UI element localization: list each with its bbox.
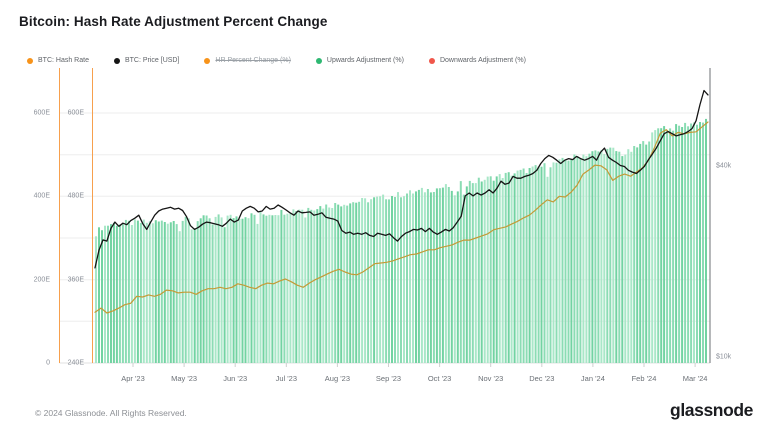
outer-left-axis-tick: 0	[46, 359, 50, 367]
legend-item-downwards-adjustment[interactable]: Downwards Adjustment (%)	[428, 57, 526, 64]
legend-label: BTC: Hash Rate	[38, 57, 89, 64]
bars-upwards-adjustment[interactable]	[95, 118, 707, 364]
legend-item-btc-price-usd[interactable]: BTC: Price [USD]	[113, 57, 180, 64]
outer-left-axis-tick: 600E	[33, 109, 50, 117]
page-title: Bitcoin: Hash Rate Adjustment Percent Ch…	[19, 14, 328, 29]
legend-label: HR Percent Change (%)	[215, 57, 291, 64]
inner-left-axis-tick: 600E	[67, 109, 84, 117]
legend-label: BTC: Price [USD]	[124, 57, 180, 64]
x-axis-month-label: Sep '23	[375, 374, 402, 383]
legend-item-btc-hash-rate[interactable]: BTC: Hash Rate	[27, 57, 89, 64]
inner-left-axis-tick: 480E	[67, 192, 84, 200]
x-axis-month-label: May '23	[171, 374, 198, 383]
chart-legend: BTC: Hash Rate BTC: Price [USD] HR Percent…	[27, 57, 526, 64]
x-axis-month-label: Apr '23	[121, 374, 145, 383]
outer-left-axis-tick: 400E	[33, 192, 50, 200]
legend-color-dot	[27, 57, 33, 64]
legend-label: Downwards Adjustment (%)	[439, 57, 526, 64]
legend-label: Upwards Adjustment (%)	[326, 57, 404, 64]
x-axis-month-label: Jun '23	[223, 374, 248, 383]
price-line	[94, 89, 709, 269]
inner-left-axis-tick: 240E	[67, 359, 84, 367]
legend-color-dot	[204, 57, 211, 64]
x-axis-month-label: Mar '24	[682, 374, 708, 383]
right-axis-tick: $40k	[716, 162, 732, 170]
hash-rate-line	[94, 121, 709, 314]
legend-item-hr-percent-change[interactable]: HR Percent Change (%)	[204, 57, 291, 64]
right-axis-tick: $10k	[716, 353, 732, 361]
x-axis-month-label: Jan '24	[580, 374, 605, 383]
x-axis-month-label: Feb '24	[631, 374, 657, 383]
x-axis-month-label: Dec '23	[529, 374, 555, 383]
x-axis-month-label: Aug '23	[324, 374, 350, 383]
glassnode-logo: glassnode	[670, 400, 753, 420]
inner-left-axis-tick: 360E	[67, 276, 84, 284]
legend-color-dot	[428, 57, 435, 64]
legend-color-dot	[113, 57, 120, 64]
x-axis-month-label: Oct '23	[427, 374, 452, 383]
legend-color-dot	[315, 57, 322, 64]
x-axis-month-label: Jul '23	[275, 374, 298, 383]
x-axis-month-label: Nov '23	[478, 374, 504, 383]
outer-left-axis-tick: 200E	[33, 276, 50, 284]
footer-copyright: © 2024 Glassnode. All Rights Reserved.	[35, 408, 187, 418]
legend-item-upwards-adjustment[interactable]: Upwards Adjustment (%)	[315, 57, 404, 64]
